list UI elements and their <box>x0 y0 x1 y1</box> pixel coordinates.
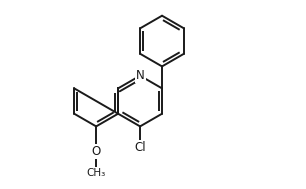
Text: CH₃: CH₃ <box>87 168 106 178</box>
Text: N: N <box>136 69 144 82</box>
Text: Cl: Cl <box>134 141 146 154</box>
Text: O: O <box>91 145 101 158</box>
